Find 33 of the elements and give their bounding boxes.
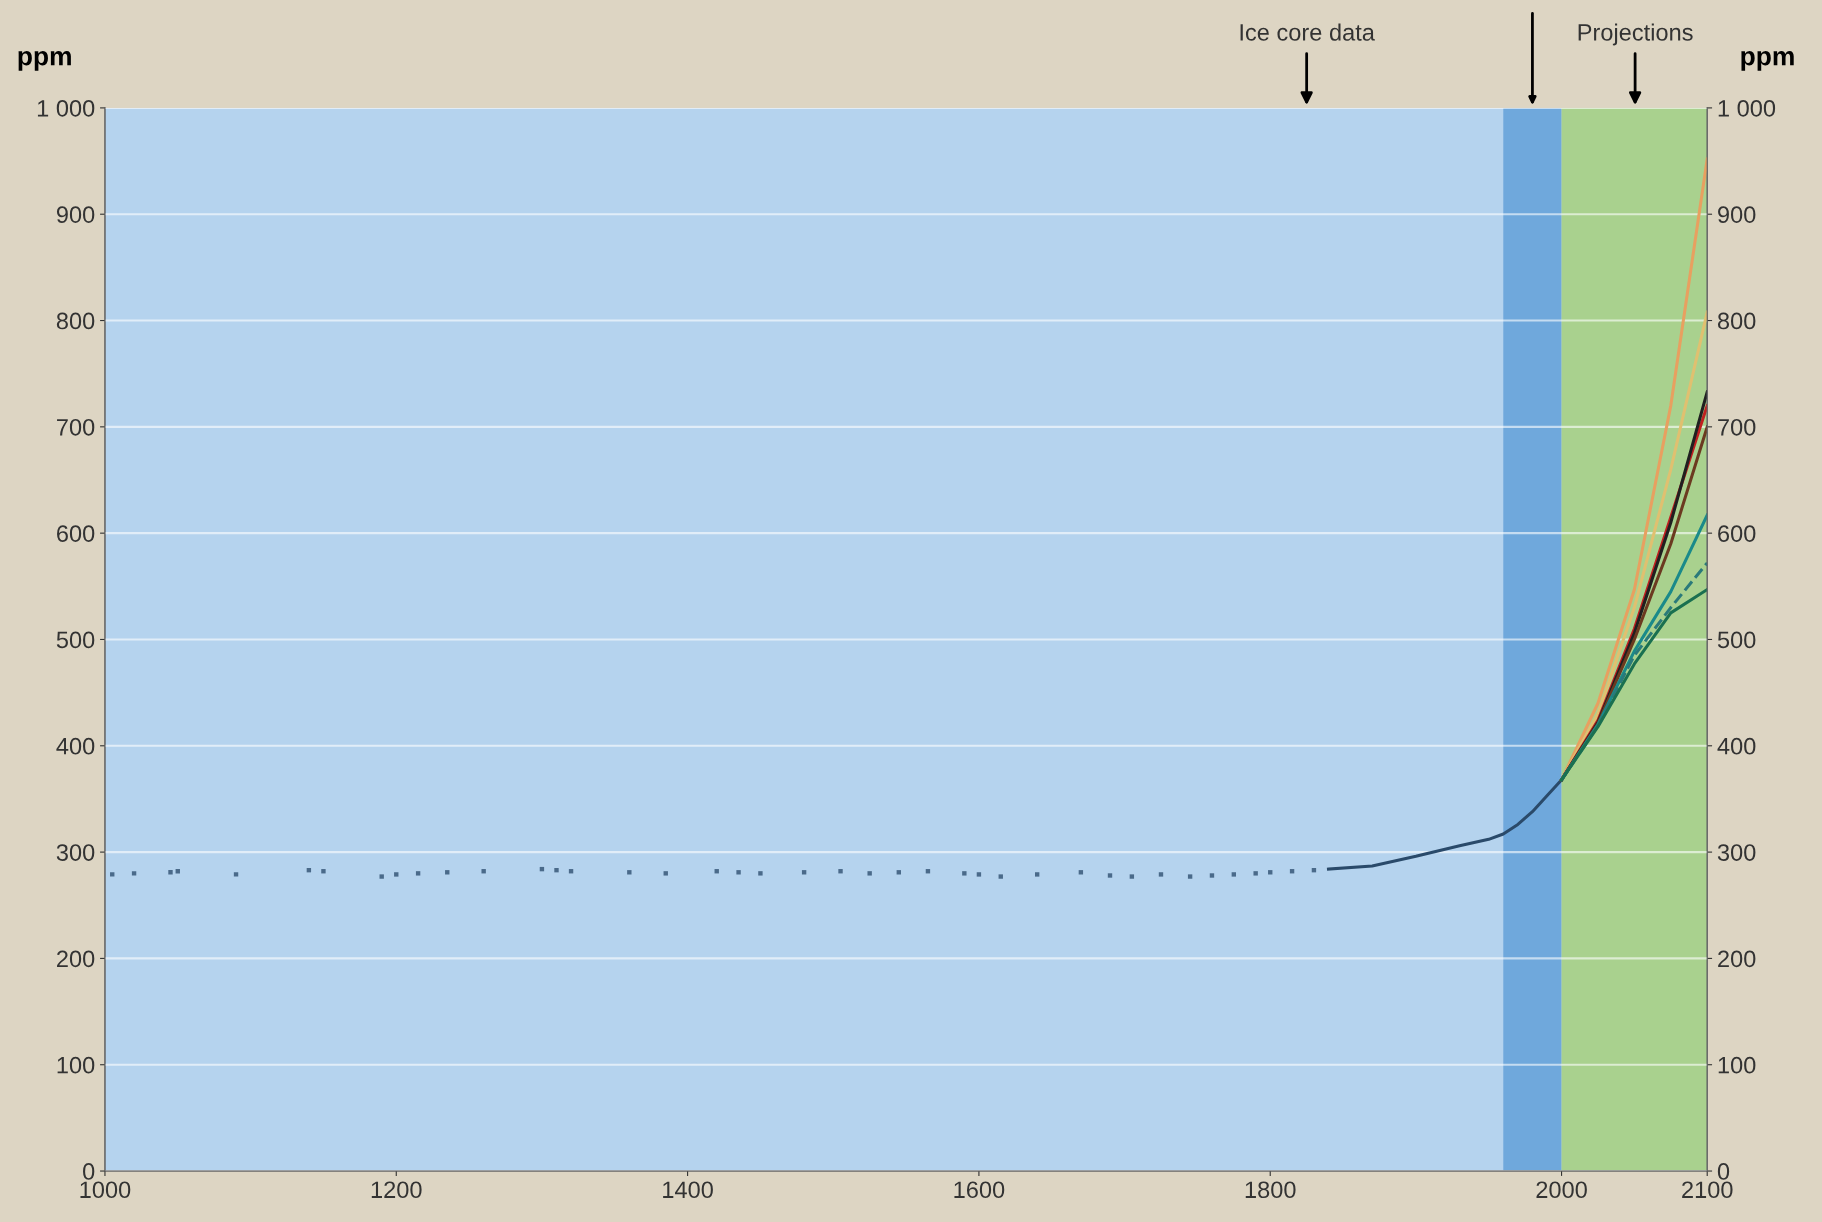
y2-tick-label: 0 <box>1717 1163 1730 1180</box>
y2-axis-title: ppm <box>1741 50 1794 71</box>
x-tick-label: 1600 <box>954 1181 1005 1199</box>
y-tick-label: 600 <box>57 525 95 542</box>
text: Projections <box>1578 23 1693 46</box>
x-tick-label: 1000 <box>80 1181 131 1199</box>
y-tick-label: 200 <box>57 950 95 968</box>
y2-tick-label: 200 <box>1718 950 1756 968</box>
y2-tick-label: 500 <box>1717 631 1756 649</box>
y-tick-label: 800 <box>56 312 95 330</box>
y-tick-label: 0 <box>83 1163 95 1180</box>
y-tick-label: 300 <box>56 844 95 861</box>
y2-tick-label: 700 <box>1718 418 1756 436</box>
y-tick-label: 100 <box>57 1056 95 1074</box>
x-tick-label: 1400 <box>663 1181 713 1199</box>
y2-tick-label: 400 <box>1717 737 1756 755</box>
x-tick-label: 2000 <box>1536 1181 1587 1199</box>
y-tick-label: 400 <box>56 737 95 755</box>
y-axis-title: ppm <box>18 50 71 71</box>
x-tick-label: 1800 <box>1245 1181 1296 1199</box>
x-tick-label: 1200 <box>371 1181 422 1199</box>
y2-tick-label: 300 <box>1717 844 1756 861</box>
x-tick-label: 2100 <box>1682 1181 1733 1199</box>
y2-tick-label: 900 <box>1718 206 1756 223</box>
y-tick-label: 500 <box>56 631 95 649</box>
y2-tick-label: 800 <box>1717 312 1756 330</box>
y2-tick-label: 600 <box>1718 525 1756 542</box>
text: Ice core data <box>1240 23 1375 41</box>
y-tick-label: 900 <box>56 206 95 223</box>
y2-tick-label: 100 <box>1718 1056 1756 1074</box>
y-tick-label: 1 000 <box>37 99 95 117</box>
y2-tick-label: 1 000 <box>1718 99 1776 117</box>
y-tick-label: 700 <box>57 418 95 436</box>
